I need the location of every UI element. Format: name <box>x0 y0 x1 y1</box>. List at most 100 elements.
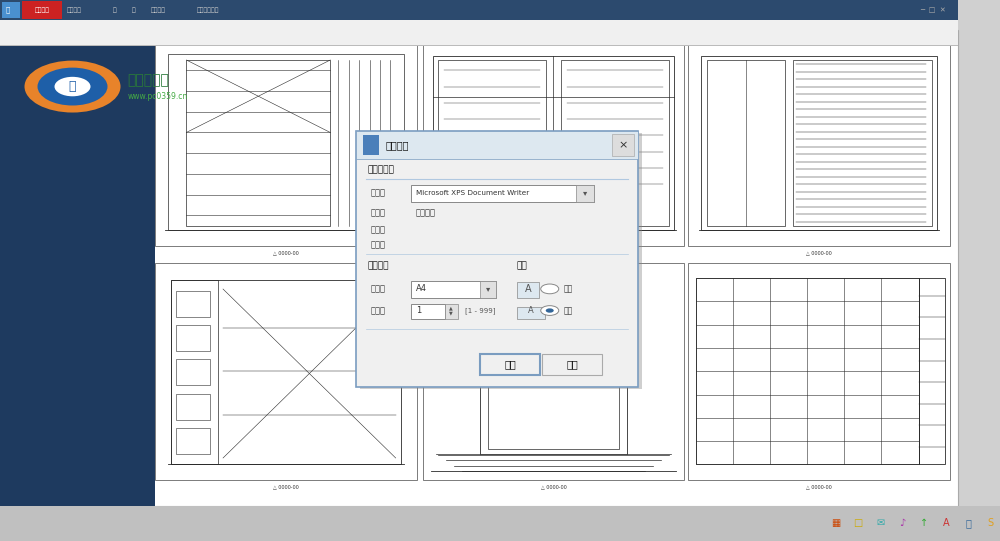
Bar <box>155 39 417 246</box>
Text: 了: 了 <box>69 80 76 93</box>
Bar <box>696 278 919 465</box>
Bar <box>171 280 401 465</box>
Text: 0000-00: 0000-00 <box>543 250 564 256</box>
Bar <box>360 133 642 389</box>
Text: ↑: ↑ <box>920 518 928 529</box>
Bar <box>186 60 330 226</box>
Bar <box>423 263 684 480</box>
Bar <box>363 135 379 155</box>
Bar <box>0 0 958 20</box>
Text: 状态：: 状态： <box>371 209 386 217</box>
Text: 位置：: 位置： <box>371 225 386 234</box>
Text: A4: A4 <box>416 285 427 293</box>
Text: △ 0000-00: △ 0000-00 <box>541 484 566 489</box>
Bar <box>488 285 619 450</box>
Bar <box>540 135 548 147</box>
Circle shape <box>24 61 120 113</box>
Bar <box>356 131 638 159</box>
Text: 打印设置: 打印设置 <box>386 140 410 150</box>
Text: ▾: ▾ <box>485 285 490 293</box>
Circle shape <box>54 77 90 96</box>
Text: □: □ <box>853 518 863 529</box>
Text: A: A <box>528 306 534 315</box>
Text: 1: 1 <box>416 306 421 315</box>
Text: 准备就绪: 准备就绪 <box>416 209 436 217</box>
Bar <box>411 304 445 319</box>
Bar <box>423 39 684 246</box>
Bar <box>2 2 20 18</box>
Text: 中: 中 <box>965 518 971 529</box>
Bar <box>176 428 210 454</box>
Text: 纵向: 纵向 <box>564 285 573 293</box>
Bar <box>919 278 945 465</box>
Text: 确定: 确定 <box>504 360 516 370</box>
Bar <box>438 60 546 226</box>
Text: 份数：: 份数： <box>371 306 386 315</box>
Text: △ 0000-00: △ 0000-00 <box>806 484 832 489</box>
Bar <box>701 56 937 230</box>
Text: [1 - 999]: [1 - 999] <box>465 307 495 314</box>
Bar <box>480 280 627 454</box>
Bar <box>153 30 958 506</box>
Bar <box>155 263 417 480</box>
Text: ▼: ▼ <box>449 311 453 316</box>
Text: 横向: 横向 <box>564 306 573 315</box>
Bar <box>356 131 638 387</box>
Bar <box>168 54 404 230</box>
Text: 取消: 取消 <box>566 360 578 370</box>
Text: A: A <box>943 518 949 529</box>
Text: 取消修复打印: 取消修复打印 <box>197 7 220 13</box>
Bar <box>0 506 1000 541</box>
Text: A: A <box>524 284 531 294</box>
Circle shape <box>541 306 559 315</box>
Bar <box>480 354 540 375</box>
Text: 一: 一 <box>113 7 117 13</box>
Bar <box>411 185 594 202</box>
Text: 三: 三 <box>132 7 136 13</box>
Bar <box>176 291 210 317</box>
Text: 开始打印: 开始打印 <box>67 7 82 13</box>
Bar <box>0 46 155 506</box>
Bar <box>0 45 958 46</box>
Text: 纸墨打印: 纸墨打印 <box>151 7 166 13</box>
Text: S: S <box>987 518 993 529</box>
Text: 大小：: 大小： <box>371 285 386 293</box>
Bar <box>612 134 634 156</box>
Bar <box>517 307 545 319</box>
Text: 打印预览: 打印预览 <box>34 7 50 13</box>
Bar <box>22 1 62 19</box>
Text: ×: × <box>618 140 628 150</box>
Text: 选择打印机: 选择打印机 <box>368 166 395 174</box>
Bar <box>176 393 210 419</box>
Text: ▲: ▲ <box>449 305 453 311</box>
Bar <box>561 60 669 226</box>
Text: 名称：: 名称： <box>371 188 386 197</box>
Bar <box>433 56 674 230</box>
Text: www.pc0359.cn: www.pc0359.cn <box>128 92 188 101</box>
Text: www.iitime.NET: www.iitime.NET <box>485 295 605 311</box>
Text: △ 0000-00: △ 0000-00 <box>273 484 299 489</box>
Bar <box>445 304 458 319</box>
Text: ▾: ▾ <box>583 188 587 197</box>
Text: Microsoft XPS Document Writer: Microsoft XPS Document Writer <box>416 189 529 196</box>
Bar <box>0 20 958 46</box>
Bar <box>707 60 785 226</box>
Bar <box>411 281 496 298</box>
Text: 方向: 方向 <box>517 262 527 270</box>
Text: ♪: ♪ <box>899 518 905 529</box>
Bar <box>176 325 210 351</box>
Text: 备注：: 备注： <box>371 240 386 249</box>
Bar <box>517 282 539 298</box>
Circle shape <box>38 68 108 105</box>
Circle shape <box>546 308 554 313</box>
Bar <box>958 0 1000 541</box>
Text: 斯: 斯 <box>6 6 10 14</box>
Bar <box>480 281 496 298</box>
Bar <box>793 60 932 226</box>
Bar <box>176 359 210 385</box>
Text: 河东软件网: 河东软件网 <box>128 73 169 87</box>
Bar <box>542 354 602 375</box>
Text: 页面设置: 页面设置 <box>368 262 390 270</box>
Bar <box>559 135 567 147</box>
Bar <box>688 39 950 246</box>
